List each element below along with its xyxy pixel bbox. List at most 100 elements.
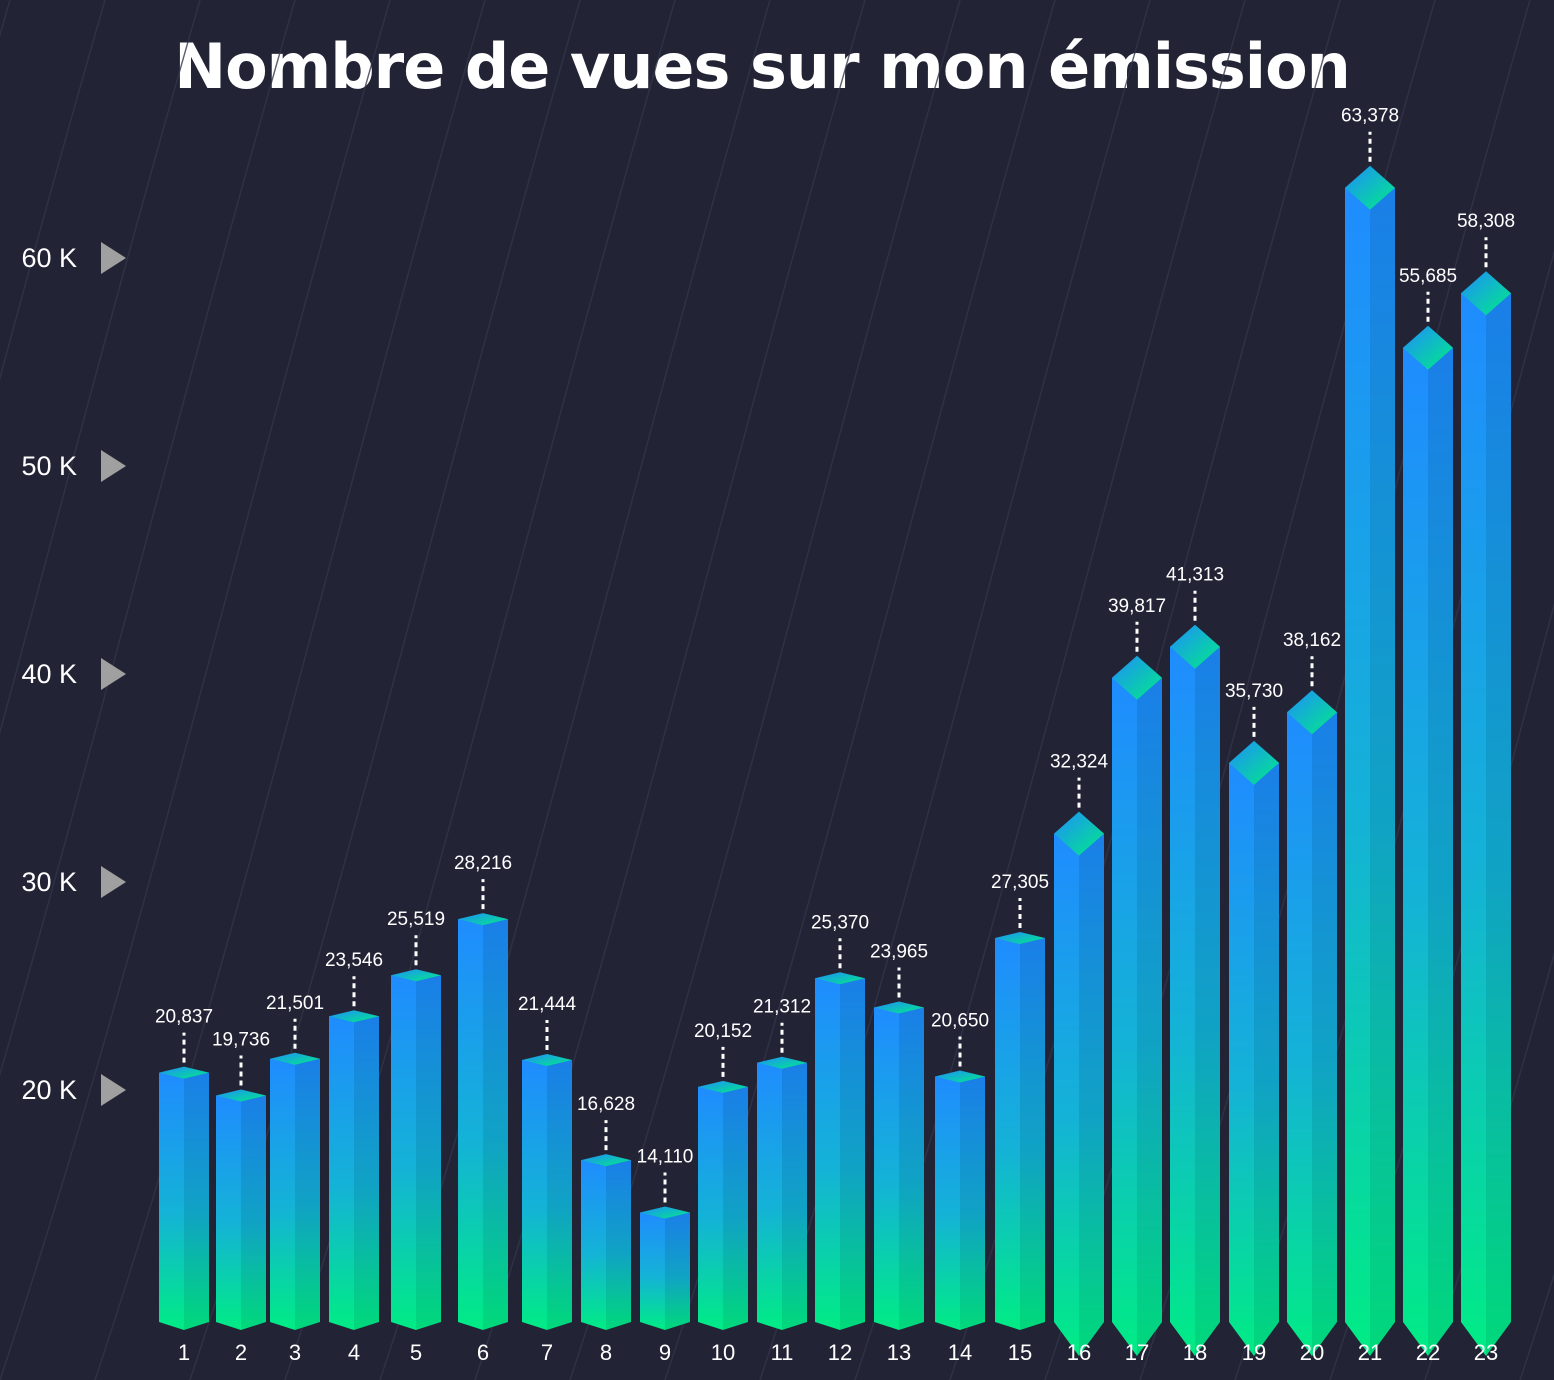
bar-cap — [640, 1206, 690, 1219]
bar: 21,444 — [518, 994, 576, 1330]
bar-cap — [1054, 811, 1104, 856]
value-label: 20,837 — [155, 1007, 213, 1028]
value-label: 25,519 — [387, 909, 445, 930]
value-label: 63,378 — [1341, 106, 1399, 127]
bar-right-face — [483, 919, 508, 1330]
value-label: 41,313 — [1166, 565, 1224, 586]
bar-cap — [1461, 271, 1511, 316]
value-label: 39,817 — [1108, 596, 1166, 617]
bar-right-face — [295, 1058, 320, 1330]
value-label: 38,162 — [1283, 630, 1341, 651]
bar: 20,152 — [694, 1021, 752, 1330]
bar-right-face — [1370, 187, 1395, 1357]
y-tick-label: 60 K — [21, 243, 77, 273]
x-tick-label: 2 — [235, 1340, 247, 1365]
bar-right-face — [416, 975, 441, 1330]
value-label: 55,685 — [1399, 266, 1457, 287]
bar-right-face — [840, 978, 865, 1330]
bar: 25,370 — [811, 912, 869, 1330]
x-axis: 1 2 3 4 5 6 7 8 9 10 11 12 13 14 15 16 17 18 19 20 21 22 23 — [178, 1340, 1498, 1365]
bar-left-face — [458, 919, 483, 1330]
bar-cap — [1229, 740, 1279, 785]
bar-left-face — [1054, 833, 1079, 1356]
x-tick-label: 9 — [659, 1340, 671, 1365]
y-tick-label: 40 K — [21, 659, 77, 689]
value-label: 16,628 — [577, 1094, 635, 1115]
bar-left-face — [1229, 762, 1254, 1356]
bar-left-face — [1461, 293, 1486, 1356]
y-axis: 20 K 30 K 40 K 50 K 60 K — [21, 242, 126, 1106]
y-tick-label: 20 K — [21, 1075, 77, 1105]
bar: 28,216 — [454, 853, 512, 1330]
bar-left-face — [581, 1160, 606, 1330]
x-tick-label: 4 — [348, 1340, 360, 1365]
background-line — [0, 0, 296, 1077]
bar-right-face — [1020, 938, 1045, 1330]
bar-cap — [815, 972, 865, 985]
bar-right-face — [1254, 762, 1279, 1356]
x-tick-label: 13 — [887, 1340, 911, 1365]
bar-right-face — [1137, 677, 1162, 1356]
x-tick-label: 3 — [289, 1340, 301, 1365]
bar-right-face — [665, 1212, 690, 1330]
bar-right-face — [547, 1059, 572, 1330]
bar: 14,110 — [637, 1147, 694, 1330]
bar-right-face — [960, 1076, 985, 1330]
bar-left-face — [270, 1058, 295, 1330]
bar-left-face — [329, 1016, 354, 1330]
bar-cap — [159, 1066, 209, 1079]
bar: 16,628 — [577, 1094, 635, 1330]
value-label: 32,324 — [1050, 752, 1109, 773]
bar-left-face — [874, 1007, 899, 1330]
x-tick-label: 15 — [1008, 1340, 1032, 1365]
value-label: 35,730 — [1225, 681, 1283, 702]
bar-left-face — [522, 1059, 547, 1330]
x-tick-label: 21 — [1358, 1340, 1382, 1365]
bar: 35,730 — [1225, 681, 1283, 1356]
value-label: 20,152 — [694, 1021, 752, 1042]
bar: 41,313 — [1166, 565, 1224, 1356]
bar-cap — [698, 1080, 748, 1093]
x-tick-label: 6 — [477, 1340, 489, 1365]
value-label: 14,110 — [637, 1147, 694, 1168]
x-tick-label: 8 — [600, 1340, 612, 1365]
x-tick-label: 10 — [711, 1340, 735, 1365]
bar-right-face — [184, 1072, 209, 1330]
bar-cap — [1287, 690, 1337, 735]
bar-right-face — [723, 1086, 748, 1330]
bar-cap — [1170, 624, 1220, 669]
y-tick-marker — [101, 242, 126, 274]
bar-right-face — [782, 1062, 807, 1330]
value-label: 21,312 — [753, 997, 811, 1018]
bar: 21,501 — [266, 993, 324, 1330]
y-tick-marker — [101, 866, 126, 898]
bar-cap — [1345, 165, 1395, 210]
bar-cap — [216, 1089, 266, 1102]
bar: 25,519 — [387, 909, 445, 1330]
x-tick-label: 17 — [1125, 1340, 1149, 1365]
bar-left-face — [159, 1072, 184, 1330]
value-label: 21,501 — [266, 993, 324, 1014]
value-label: 58,308 — [1457, 211, 1515, 232]
x-tick-label: 22 — [1416, 1340, 1440, 1365]
bar-left-face — [935, 1076, 960, 1330]
background-line — [1519, 1272, 1554, 1380]
bar-right-face — [899, 1007, 924, 1330]
value-label: 28,216 — [454, 853, 512, 874]
bar-left-face — [1345, 187, 1370, 1357]
bar: 23,546 — [325, 950, 383, 1330]
bar-right-face — [1195, 646, 1220, 1356]
bar-cap — [522, 1053, 572, 1066]
bar-left-face — [1403, 347, 1428, 1356]
bar: 20,837 — [155, 1007, 213, 1330]
y-tick-label: 30 K — [21, 867, 77, 897]
x-tick-label: 18 — [1183, 1340, 1207, 1365]
y-tick-label: 50 K — [21, 451, 77, 481]
bar-cap — [329, 1010, 379, 1023]
bar-right-face — [241, 1095, 266, 1330]
bar-cap — [581, 1154, 631, 1167]
bar: 21,312 — [753, 997, 811, 1330]
